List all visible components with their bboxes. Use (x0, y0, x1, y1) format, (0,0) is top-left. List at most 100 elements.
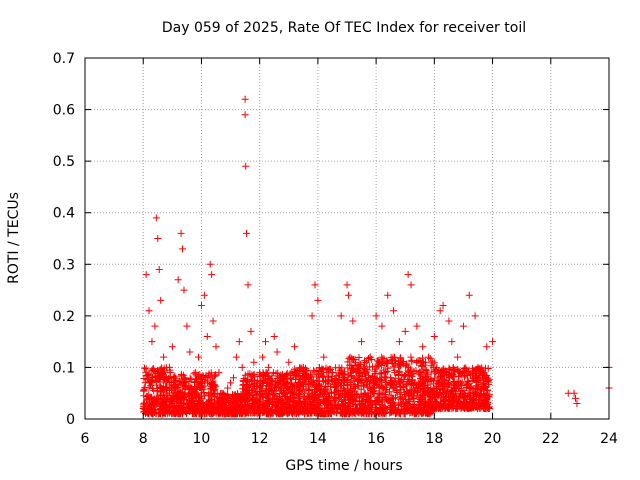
data-point (290, 365, 298, 373)
data-point (349, 317, 357, 325)
data-point (144, 371, 152, 379)
data-point (344, 371, 352, 379)
data-point (294, 389, 302, 397)
data-point (336, 390, 344, 398)
data-point (310, 406, 318, 414)
x-axis-label: GPS time / hours (285, 458, 402, 474)
data-point (458, 378, 466, 386)
data-point (276, 389, 284, 397)
data-point (393, 408, 401, 416)
data-point (235, 394, 243, 402)
data-point (250, 370, 258, 378)
data-point (422, 409, 430, 417)
data-point (397, 354, 405, 362)
data-point (203, 332, 211, 340)
data-point (244, 281, 252, 289)
data-point (225, 393, 233, 401)
data-point (320, 398, 328, 406)
data-point (257, 382, 265, 390)
data-point (161, 409, 169, 417)
data-point (344, 385, 352, 393)
data-point (371, 367, 379, 375)
data-point (200, 389, 208, 397)
data-point (474, 363, 482, 371)
data-point (268, 391, 276, 399)
data-point (154, 368, 162, 376)
data-point (264, 363, 272, 371)
x-tick-label: 18 (425, 431, 443, 447)
data-point (242, 408, 250, 416)
data-point (292, 371, 300, 379)
data-point (315, 396, 323, 404)
data-point (183, 322, 191, 330)
data-point (404, 271, 412, 279)
data-point (296, 386, 304, 394)
data-point (399, 379, 407, 387)
data-point (395, 338, 403, 346)
data-point (267, 397, 275, 405)
data-point (269, 369, 277, 377)
data-point (192, 375, 200, 383)
data-point (171, 384, 179, 392)
data-point (296, 379, 304, 387)
data-point (169, 391, 177, 399)
data-point (471, 367, 479, 375)
x-tick-label: 8 (139, 431, 148, 447)
data-point (273, 348, 281, 356)
data-point (310, 399, 318, 407)
data-point (470, 374, 478, 382)
y-tick-label: 0.6 (53, 103, 75, 119)
data-point (337, 312, 345, 320)
x-tick-label: 22 (542, 431, 560, 447)
data-point (489, 338, 497, 346)
y-axis-label: ROTI / TECUs (6, 192, 22, 284)
data-point (190, 369, 198, 377)
data-point (261, 403, 269, 411)
data-point (403, 360, 411, 368)
data-point (277, 383, 285, 391)
data-point (314, 296, 322, 304)
data-point (152, 214, 160, 222)
data-point (428, 357, 436, 365)
data-point (185, 377, 193, 385)
data-point (145, 384, 153, 392)
data-point (417, 374, 425, 382)
data-point (388, 378, 396, 386)
data-point (268, 399, 276, 407)
data-point (396, 395, 404, 403)
data-point (437, 383, 445, 391)
data-point (445, 317, 453, 325)
data-point (198, 395, 206, 403)
data-point (377, 405, 385, 413)
data-point (405, 368, 413, 376)
data-point (197, 402, 205, 410)
data-point (190, 398, 198, 406)
data-point (404, 377, 412, 385)
data-point (471, 312, 479, 320)
data-point (261, 338, 269, 346)
y-tick-label: 0.5 (53, 154, 75, 170)
data-point (196, 384, 204, 392)
data-point (268, 372, 276, 380)
data-point (389, 363, 397, 371)
data-point (196, 399, 204, 407)
x-tick-label: 24 (600, 431, 618, 447)
data-point (430, 332, 438, 340)
data-point (143, 392, 151, 400)
data-point (482, 382, 490, 390)
data-point (360, 391, 368, 399)
data-point (331, 388, 339, 396)
x-axis-ticks: 6 8 10 12 14 16 18 20 22 24 (81, 58, 618, 447)
data-point (378, 381, 386, 389)
data-point (320, 353, 328, 361)
data-point (247, 327, 255, 335)
data-point (407, 353, 415, 361)
data-point (323, 388, 331, 396)
data-point (338, 364, 346, 372)
data-point (270, 332, 278, 340)
data-point (275, 403, 283, 411)
data-point (448, 338, 456, 346)
data-point (298, 364, 306, 372)
data-point (294, 405, 302, 413)
data-point (226, 406, 234, 414)
